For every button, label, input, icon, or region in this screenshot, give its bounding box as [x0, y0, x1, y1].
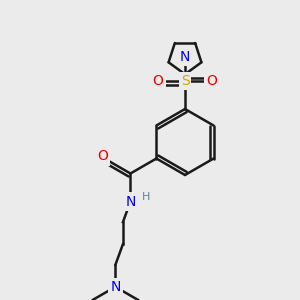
Text: O: O [153, 74, 164, 88]
Text: O: O [97, 149, 108, 164]
Text: H: H [142, 193, 151, 202]
Text: S: S [181, 74, 189, 88]
Text: N: N [125, 194, 136, 208]
Text: N: N [110, 280, 121, 294]
Text: N: N [180, 50, 190, 64]
Text: O: O [207, 74, 218, 88]
